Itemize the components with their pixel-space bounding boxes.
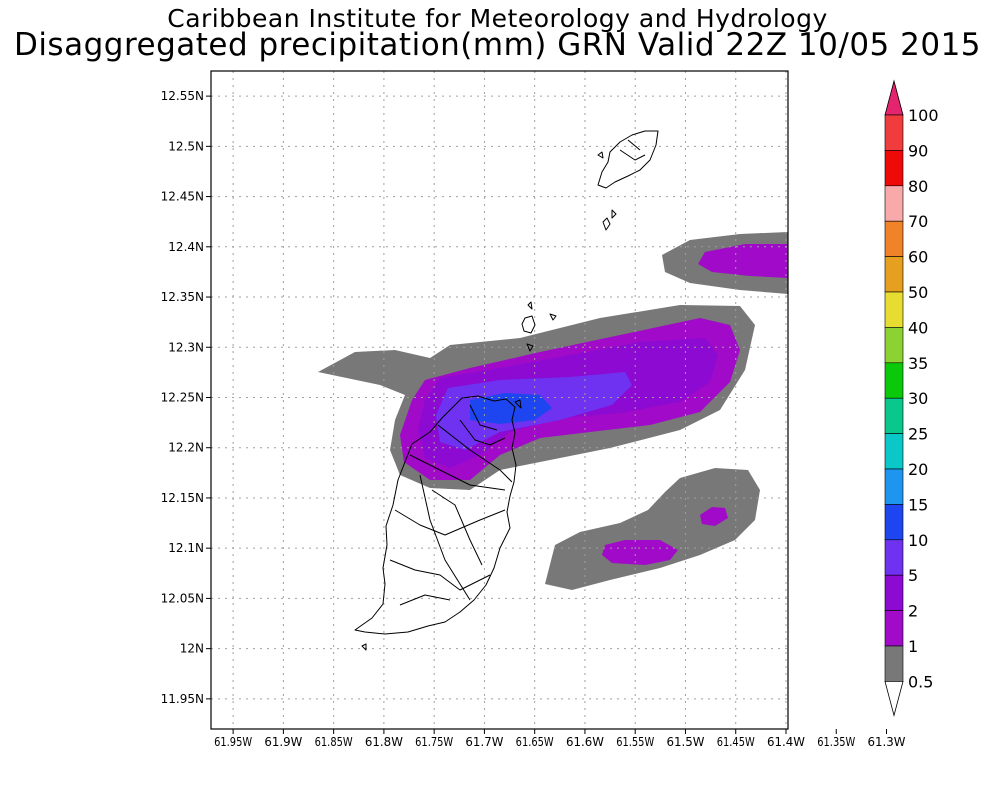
colorbar-top-arrow	[884, 79, 904, 116]
colorbar-level-label: 90	[908, 141, 928, 160]
colorbar-swatch	[884, 468, 904, 505]
lat-tick-label: 12.4N	[168, 240, 204, 254]
lat-tick-label: 12.05N	[161, 591, 204, 605]
lat-tick-label: 12.35N	[161, 290, 204, 304]
product-title: Disaggregated precipitation(mm) GRN Vali…	[13, 27, 982, 63]
colorbar-swatch	[884, 397, 904, 434]
colorbar-level-label: 100	[908, 106, 939, 125]
colorbar-swatch	[884, 256, 904, 293]
lat-tick-label: 12.55N	[161, 89, 204, 103]
islet-coast	[527, 301, 533, 310]
lon-tick-label: 61.85W	[315, 735, 353, 749]
parish-boundary	[437, 424, 513, 483]
lon-tick-label: 61.3W	[868, 735, 906, 749]
lon-tick-label: 61.8W	[365, 735, 403, 749]
lon-tick-label: 61.9W	[264, 735, 302, 749]
lon-tick-label: 61.75W	[415, 735, 453, 749]
carriacou-coast	[597, 130, 659, 189]
parish-boundary	[431, 489, 483, 566]
lon-tick-label: 61.35W	[817, 735, 855, 749]
lon-tick-label: 61.5W	[666, 735, 704, 749]
islet-coast	[514, 399, 522, 409]
islet-coast	[597, 151, 604, 159]
islet-coast	[549, 313, 557, 321]
precip-shade-1mm	[602, 540, 678, 565]
colorbar-swatch	[884, 150, 904, 187]
lat-tick-label: 12.25N	[161, 390, 204, 404]
colorbar-swatch	[884, 433, 904, 470]
colorbar-level-label: 1	[908, 637, 918, 656]
lat-tick-label: 11.95N	[161, 692, 204, 706]
colorbar-level-label: 15	[908, 495, 928, 514]
lat-tick-label: 12N	[180, 642, 204, 656]
institution-title: Caribbean Institute for Meteorology and …	[167, 4, 828, 33]
parish-boundary	[389, 559, 491, 591]
precip-shade-1mm	[698, 244, 788, 278]
grenada-island-coast	[354, 395, 517, 635]
lon-tick-label: 61.6W	[566, 735, 604, 749]
coastline-outline	[354, 130, 659, 651]
lat-tick-label: 12.45N	[161, 190, 204, 204]
parish-boundary	[399, 594, 451, 606]
colorbar-level-label: 80	[908, 177, 928, 196]
colorbar-level-label: 60	[908, 248, 928, 267]
colorbar-swatch	[884, 574, 904, 611]
islet-coast	[526, 343, 534, 352]
colorbar-level-label: 2	[908, 602, 918, 621]
colorbar-swatch	[884, 185, 904, 222]
lat-tick-label: 12.15N	[161, 491, 204, 505]
lon-tick-label: 61.4W	[767, 735, 805, 749]
colorbar-swatch	[884, 291, 904, 328]
colorbar-level-label: 0.5	[908, 672, 933, 691]
lon-tick-label: 61.55W	[616, 735, 654, 749]
parish-boundary	[459, 419, 506, 446]
colorbar-level-label: 20	[908, 460, 928, 479]
gridlines	[211, 71, 788, 729]
colorbar-level-label: 25	[908, 425, 928, 444]
colorbar-level-label: 35	[908, 354, 928, 373]
precip-shade-1mm	[700, 507, 728, 526]
colorbar-level-label: 40	[908, 318, 928, 337]
islet-coast	[602, 217, 611, 231]
colorbar-swatch	[884, 220, 904, 257]
colorbar-swatch	[884, 114, 904, 151]
lon-tick-label: 61.65W	[516, 735, 554, 749]
precip-shade-0.5mm	[545, 468, 760, 590]
lon-tick-label: 61.7W	[465, 735, 503, 749]
colorbar-bottom-arrow	[884, 681, 904, 717]
precip-shade-10mm	[470, 393, 552, 424]
islet-coast	[361, 643, 367, 651]
lat-tick-label: 12.3N	[168, 340, 204, 354]
colorbar-level-label: 70	[908, 212, 928, 231]
colorbar-swatch	[884, 362, 904, 399]
colorbar-level-label: 10	[908, 531, 928, 550]
parish-boundary	[619, 139, 646, 161]
parish-boundary	[394, 509, 506, 536]
colorbar-level-label: 50	[908, 283, 928, 302]
parish-boundary	[469, 404, 498, 431]
lon-tick-label: 61.95W	[214, 735, 252, 749]
lat-tick-label: 12.2N	[168, 441, 204, 455]
parish-boundary	[419, 474, 471, 601]
lat-tick-label: 12.5N	[168, 139, 204, 153]
colorbar-swatch	[884, 645, 904, 682]
colorbar-level-label: 5	[908, 566, 918, 585]
lon-tick-label: 61.45W	[717, 735, 755, 749]
precipitation-field	[318, 232, 788, 590]
colorbar-swatch	[884, 327, 904, 364]
colorbar-swatch	[884, 539, 904, 576]
map-frame	[210, 70, 789, 730]
parish-boundary	[409, 454, 506, 491]
lat-tick-label: 12.1N	[168, 541, 204, 555]
islet-coast	[521, 315, 536, 334]
colorbar-level-label: 30	[908, 389, 928, 408]
colorbar-swatch	[884, 610, 904, 647]
longitude-axis: 61.95W 61.9W 61.85W 61.8W 61.75W 61.7W 61.65W 6…	[214, 729, 906, 749]
colorbar-legend: 100 90 80 70 60 50 40 35 30 25 20 15 10 5 2 1 0.5	[884, 79, 939, 717]
islet-coast	[611, 209, 617, 219]
latitude-axis: 12.55N 12.5N 12.45N 12.4N 12.35N 12.3N 12.25N 1…	[161, 89, 211, 706]
colorbar-swatch	[884, 504, 904, 541]
